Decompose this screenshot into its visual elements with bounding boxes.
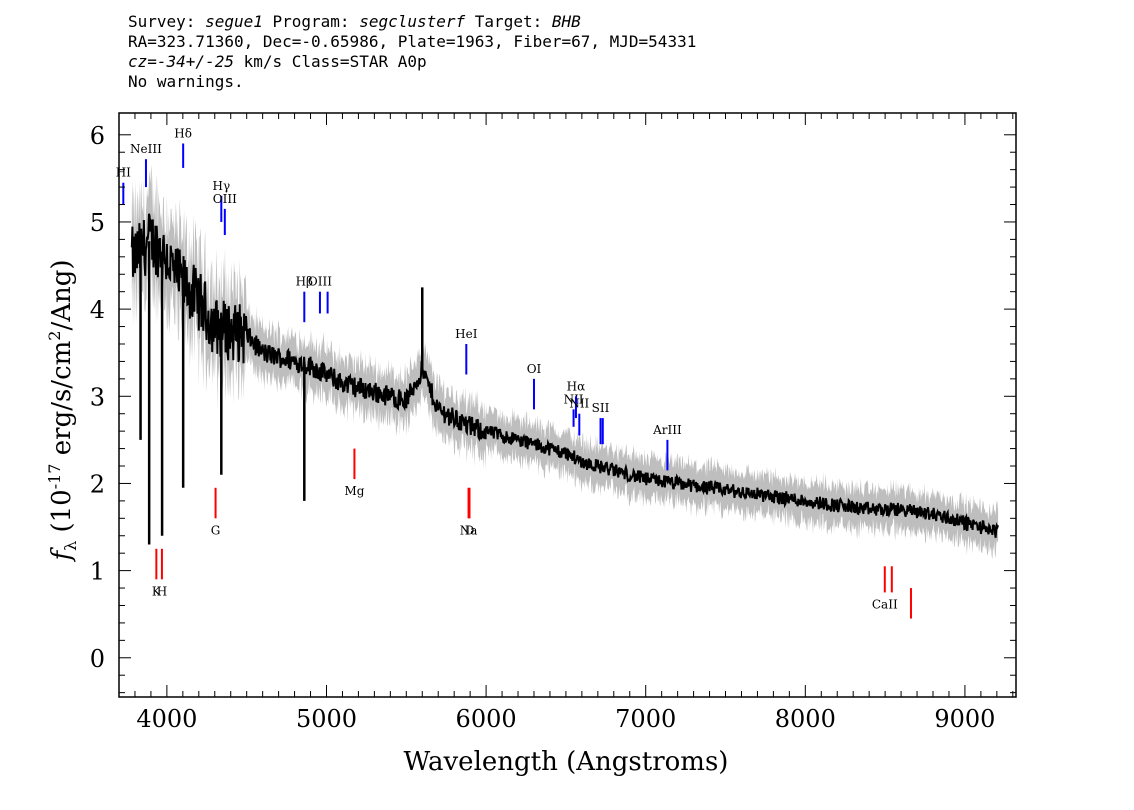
line-label: H (157, 584, 167, 598)
line-label: Hγ (212, 179, 230, 193)
x-tick-label: 7000 (615, 705, 676, 733)
line-label: OIII (213, 192, 237, 206)
spectrum-header: Survey: segue1 Program: segclusterf Targ… (128, 12, 696, 92)
header-line-4: No warnings. (128, 72, 244, 91)
survey-value: segue1 (205, 12, 263, 31)
program-value: segclusterf (359, 12, 466, 31)
line-label: K (152, 584, 162, 598)
class-text: km/s Class=STAR A0p (233, 52, 427, 71)
y-tick-label: 5 (90, 209, 105, 237)
line-label: Mg (344, 484, 364, 498)
spectrum-line (130, 213, 1000, 538)
header-line-1: Survey: segue1 Program: segclusterf Targ… (128, 12, 696, 32)
target-label: Target: (465, 12, 552, 31)
target-value: BHB (551, 12, 581, 31)
y-tick-label: 6 (90, 122, 105, 150)
line-label: HI (116, 166, 131, 180)
line-label: Na (460, 523, 478, 537)
redshift-value: cz=-34+/-25 (128, 52, 234, 71)
x-tick-label: 6000 (456, 705, 517, 733)
y-axis-title: fλ (10-17 erg/s/cm2/Ang) (45, 259, 80, 562)
x-tick-label: 5000 (296, 705, 357, 733)
header-line-3: cz=-34+/-25 km/s Class=STAR A0p (128, 52, 696, 72)
line-label: NII (569, 397, 589, 411)
x-tick-label: 8000 (775, 705, 836, 733)
line-label: OIII (308, 275, 332, 289)
axis-ticks: 4000 5000 6000 7000 8000 9000 0 1 2 3 4 5 6 (90, 113, 1016, 733)
line-label: CaII (872, 597, 898, 611)
y-tick-label: 4 (90, 296, 105, 324)
line-label: Hβ (296, 275, 313, 289)
line-label: Hδ (174, 127, 192, 141)
line-label: OI (527, 362, 542, 376)
plot-frame (118, 112, 1017, 698)
line-label: ArIII (652, 423, 682, 437)
y-tick-label: 3 (90, 383, 105, 411)
line-label: NeIII (130, 142, 162, 156)
line-label: D (465, 523, 475, 537)
spectrum-series (130, 213, 1000, 538)
line-label: NII (564, 392, 584, 406)
line-label: HeI (455, 327, 478, 341)
line-label: Hα (567, 379, 586, 393)
y-tick-label: 1 (90, 558, 105, 586)
x-tick-label: 9000 (934, 705, 995, 733)
program-label: Program: (262, 12, 360, 31)
x-tick-label: 4000 (136, 705, 197, 733)
error-band-region (131, 164, 999, 560)
plot-axes (118, 112, 1017, 698)
y-tick-label: 0 (90, 645, 105, 673)
line-label: G (211, 523, 221, 537)
svg-text:fλ (10-17 erg/s/cm2/Ang): fλ (10-17 erg/s/cm2/Ang) (45, 259, 80, 562)
line-label: SII (592, 401, 610, 415)
error-band (131, 164, 999, 560)
y-tick-label: 2 (90, 470, 105, 498)
header-line-2: RA=323.71360, Dec=-0.65986, Plate=1963, … (128, 32, 697, 51)
survey-label: Survey: (128, 12, 206, 31)
x-axis-title: Wavelength (Angstroms) (404, 747, 729, 777)
